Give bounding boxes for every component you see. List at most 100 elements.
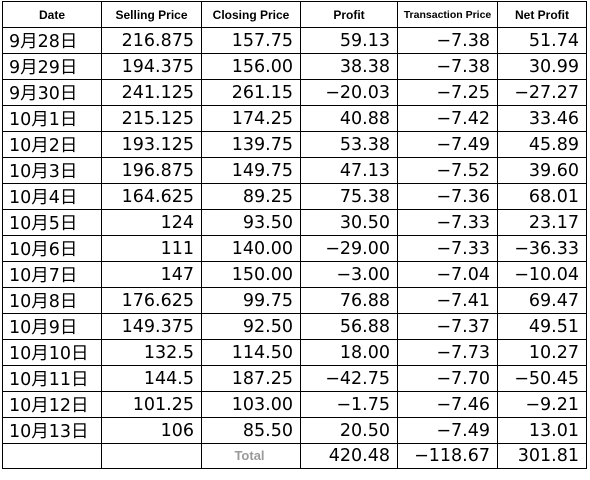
cell-transaction-price: −7.41 [397,287,498,314]
cell-selling-price: 124 [101,209,202,236]
table-body: 9月28日 216.875 157.75 59.13 −7.38 51.74 9月29日 19… [2,27,587,444]
total-row: Total 420.48 −118.67 301.81 [2,443,587,469]
table-row: 10月11日 144.5 187.25 −42.75 −7.70 −50.45 [2,365,587,392]
cell-closing-price: 139.75 [201,131,301,158]
cell-transaction-price: −7.38 [397,27,498,54]
cell-date: 10月6日 [2,235,102,262]
cell-transaction-price: −7.46 [397,391,498,418]
table-row: 10月4日 164.625 89.25 75.38 −7.36 68.01 [2,183,587,210]
cell-selling-price: 176.625 [101,287,202,314]
table-row: 10月13日 106 85.50 20.50 −7.49 13.01 [2,417,587,444]
cell-date: 10月1日 [2,105,102,132]
cell-closing-price: 150.00 [201,261,301,288]
cell-closing-price: 157.75 [201,27,301,54]
cell-profit: −3.00 [300,261,398,288]
cell-transaction-price: −7.25 [397,79,498,106]
cell-selling-price: 149.375 [101,313,202,340]
cell-net-profit: −9.21 [497,391,587,418]
cell-selling-price: 241.125 [101,79,202,106]
cell-closing-price: 92.50 [201,313,301,340]
table-row: 10月9日 149.375 92.50 56.88 −7.37 49.51 [2,313,587,340]
cell-date: 10月12日 [2,391,102,418]
cell-date: 9月28日 [2,27,102,54]
cell-selling-price: 216.875 [101,27,202,54]
table-row: 10月7日 147 150.00 −3.00 −7.04 −10.04 [2,261,587,288]
cell-profit: 56.88 [300,313,398,340]
cell-date: 10月10日 [2,339,102,366]
cell-closing-price: 89.25 [201,183,301,210]
header-selling-price: Selling Price [101,1,202,28]
cell-net-profit: 68.01 [497,183,587,210]
cell-closing-price: 114.50 [201,339,301,366]
cell-net-profit: 30.99 [497,53,587,80]
table-row: 10月8日 176.625 99.75 76.88 −7.41 69.47 [2,287,587,314]
cell-selling-price: 132.5 [101,339,202,366]
cell-profit: 53.38 [300,131,398,158]
cell-date: 10月4日 [2,183,102,210]
cell-profit: 76.88 [300,287,398,314]
cell-closing-price: 99.75 [201,287,301,314]
cell-selling-price: 215.125 [101,105,202,132]
cell-selling-price: 144.5 [101,365,202,392]
cell-date: 10月5日 [2,209,102,236]
table-row: 10月12日 101.25 103.00 −1.75 −7.46 −9.21 [2,391,587,418]
cell-selling-price: 164.625 [101,183,202,210]
cell-closing-price: 174.25 [201,105,301,132]
cell-net-profit: −27.27 [497,79,587,106]
header-closing-price: Closing Price [201,1,301,28]
cell-selling-price: 106 [101,417,202,444]
cell-transaction-price: −7.33 [397,209,498,236]
cell-profit: 38.38 [300,53,398,80]
cell-date: 9月29日 [2,53,102,80]
cell-net-profit: 23.17 [497,209,587,236]
cell-date: 9月30日 [2,79,102,106]
cell-closing-price: 187.25 [201,365,301,392]
cell-selling-price: 101.25 [101,391,202,418]
table-row: 9月28日 216.875 157.75 59.13 −7.38 51.74 [2,27,587,54]
header-transaction-price: Transaction Price [397,1,498,28]
cell-date: 10月3日 [2,157,102,184]
cell-profit: 59.13 [300,27,398,54]
cell-date: 10月11日 [2,365,102,392]
cell-transaction-price: −7.42 [397,105,498,132]
cell-profit: 75.38 [300,183,398,210]
cell-net-profit: −10.04 [497,261,587,288]
table-row: 10月10日 132.5 114.50 18.00 −7.73 10.27 [2,339,587,366]
cell-net-profit: −36.33 [497,235,587,262]
total-transaction-price: −118.67 [397,443,498,469]
cell-selling-price: 111 [101,235,202,262]
cell-profit: 20.50 [300,417,398,444]
cell-transaction-price: −7.36 [397,183,498,210]
cell-net-profit: −50.45 [497,365,587,392]
cell-net-profit: 13.01 [497,417,587,444]
cell-selling-price: 194.375 [101,53,202,80]
header-net-profit: Net Profit [497,1,587,28]
cell-net-profit: 10.27 [497,339,587,366]
cell-closing-price: 156.00 [201,53,301,80]
table-footer: Total 420.48 −118.67 301.81 [2,443,587,469]
table-row: 9月29日 194.375 156.00 38.38 −7.38 30.99 [2,53,587,80]
total-empty-selling [101,443,202,469]
table-header: Date Selling Price Closing Price Profit … [2,1,587,28]
header-row: Date Selling Price Closing Price Profit … [2,1,587,28]
cell-closing-price: 85.50 [201,417,301,444]
cell-closing-price: 93.50 [201,209,301,236]
cell-selling-price: 147 [101,261,202,288]
cell-profit: −29.00 [300,235,398,262]
cell-date: 10月8日 [2,287,102,314]
total-label: Total [201,443,301,469]
cell-net-profit: 39.60 [497,157,587,184]
cell-transaction-price: −7.73 [397,339,498,366]
table-row: 10月5日 124 93.50 30.50 −7.33 23.17 [2,209,587,236]
cell-profit: 18.00 [300,339,398,366]
cell-net-profit: 49.51 [497,313,587,340]
cell-profit: −1.75 [300,391,398,418]
total-empty-date [2,443,102,469]
cell-closing-price: 140.00 [201,235,301,262]
cell-profit: −20.03 [300,79,398,106]
cell-closing-price: 103.00 [201,391,301,418]
cell-net-profit: 33.46 [497,105,587,132]
cell-transaction-price: −7.52 [397,157,498,184]
table-row: 9月30日 241.125 261.15 −20.03 −7.25 −27.27 [2,79,587,106]
table-row: 10月6日 111 140.00 −29.00 −7.33 −36.33 [2,235,587,262]
